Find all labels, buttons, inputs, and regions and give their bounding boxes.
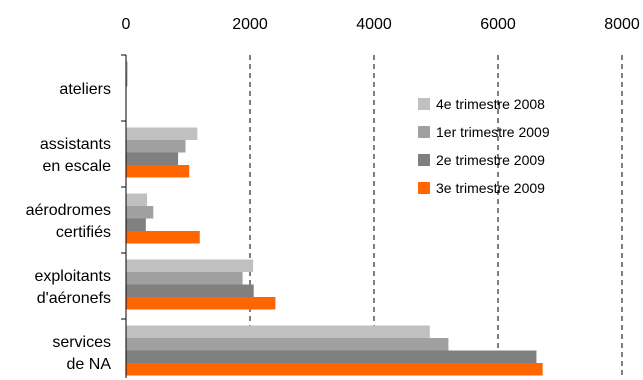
category-label-3-line-1: aérodromes	[26, 202, 111, 219]
legend-swatch-4	[418, 182, 430, 194]
x-tick-label-8000: 8000	[604, 16, 640, 33]
bar-4-series-3	[126, 284, 254, 297]
legend-swatch-3	[418, 154, 430, 166]
bar-1-series-1	[126, 61, 128, 74]
category-label-5-line-1: services	[52, 334, 111, 351]
bar-2-series-1	[126, 127, 198, 140]
category-label-1-line-1: ateliers	[59, 81, 111, 98]
legend: 4e trimestre 2008 1er trimestre 2009 2e tr…	[418, 96, 550, 196]
x-tick-label-6000: 6000	[480, 16, 516, 33]
bar-1-series-2	[126, 74, 128, 87]
x-tick-label-4000: 4000	[356, 16, 392, 33]
bar-5-series-4	[126, 363, 543, 376]
legend-label-1: 4e trimestre 2008	[436, 96, 545, 112]
legend-swatch-1	[418, 98, 430, 110]
bar-5-series-3	[126, 350, 537, 363]
category-label-2-line-2: en escale	[43, 158, 112, 175]
category-label-3-line-2: certifiés	[56, 224, 111, 241]
category-label-5-line-2: de NA	[67, 356, 112, 373]
bar-3-series-2	[126, 206, 154, 219]
category-label-4-line-2: d'aéronefs	[37, 290, 111, 307]
bar-4-series-4	[126, 297, 276, 310]
tick-layer: 0 2000 4000 6000 8000	[122, 16, 640, 33]
legend-swatch-2	[418, 126, 430, 138]
bar-2-series-2	[126, 140, 186, 153]
bar-3-series-3	[126, 218, 146, 231]
bar-4-series-2	[126, 272, 243, 285]
x-tick-label-0: 0	[122, 16, 131, 33]
bar-2-series-4	[126, 165, 190, 178]
bar-3-series-1	[126, 193, 148, 206]
bar-3-series-4	[126, 231, 200, 244]
bar-2-series-3	[126, 152, 179, 165]
axis-layer	[121, 54, 127, 378]
category-label-4-line-1: exploitants	[35, 268, 112, 285]
category-layer: ateliers assistants en escale aérodromes cer…	[26, 81, 112, 373]
bar-5-series-1	[126, 325, 430, 338]
legend-label-4: 3e trimestre 2009	[436, 180, 545, 196]
bar-4-series-1	[126, 259, 254, 272]
legend-label-2: 1er trimestre 2009	[436, 124, 550, 140]
category-label-2-line-1: assistants	[40, 136, 111, 153]
bar-layer	[126, 61, 543, 376]
bar-5-series-2	[126, 338, 449, 351]
legend-label-3: 2e trimestre 2009	[436, 152, 545, 168]
x-tick-label-2000: 2000	[232, 16, 268, 33]
